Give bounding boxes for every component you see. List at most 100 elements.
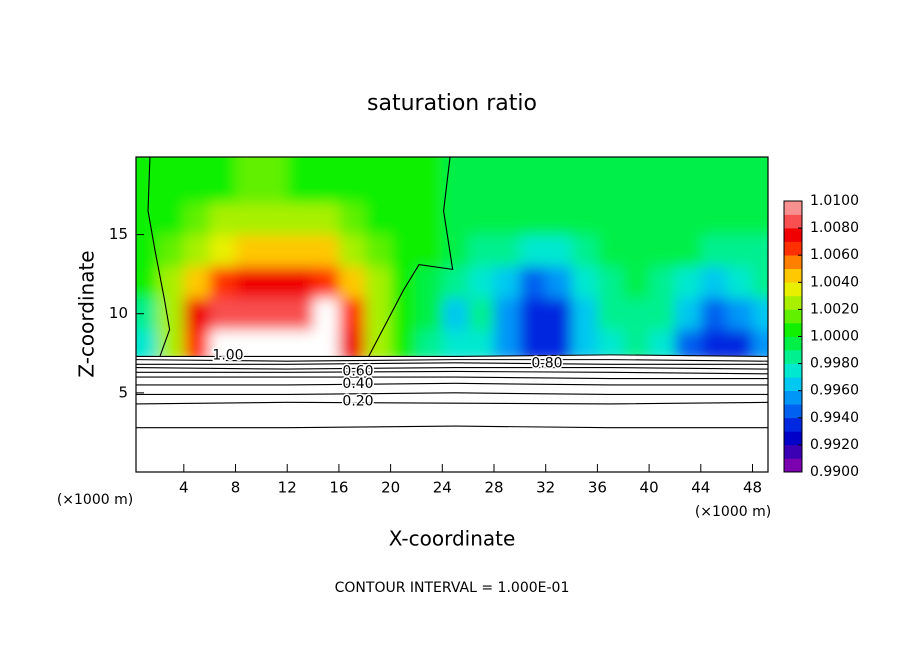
field-cell (571, 202, 598, 236)
field-cell (364, 234, 392, 267)
field-cell (157, 157, 185, 204)
field-cell (390, 202, 417, 236)
field-cell (416, 202, 443, 236)
field-cell (545, 202, 573, 236)
plot-frame (135, 156, 769, 473)
field-cell (235, 157, 262, 204)
field-cell (338, 234, 366, 267)
contour-line (136, 382, 768, 386)
x-tick-label: 12 (278, 479, 297, 497)
field-cell (494, 202, 521, 236)
x-tick-label: 16 (329, 479, 348, 497)
field-cell (597, 297, 624, 331)
x-tick-label: 4 (179, 479, 189, 497)
colorbar-label: 1.0060 (810, 247, 859, 263)
contour-line (136, 370, 768, 375)
field-cell (468, 234, 495, 267)
field-cell (726, 202, 753, 236)
colorbar-label: 1.0100 (810, 193, 859, 209)
field-cell (136, 329, 159, 362)
contour-line (136, 362, 768, 365)
field-cell (442, 234, 469, 267)
field-cell (364, 297, 392, 331)
field-cell (313, 202, 340, 236)
colorbar-label: 0.9980 (810, 356, 859, 372)
field-cell (623, 266, 650, 299)
colorbar-label: 1.0000 (810, 329, 859, 345)
field-cell (209, 297, 237, 331)
field-cell (338, 202, 366, 236)
field-cell (545, 157, 573, 204)
field-cell (571, 297, 598, 331)
x-tick-label: 48 (743, 479, 762, 497)
field-cell (519, 157, 547, 204)
field-cell (726, 297, 753, 331)
contour-line (136, 425, 768, 429)
field-cell (136, 297, 159, 331)
field-cell (261, 266, 288, 299)
field-cell (416, 297, 443, 331)
footer: CONTOUR INTERVAL = 1.000E-01 (335, 580, 570, 596)
colorbar-label: 1.0040 (810, 274, 859, 290)
field-cell (623, 297, 650, 331)
field-cell (649, 202, 676, 236)
x-tick-label: 24 (433, 479, 452, 497)
field-cell (364, 202, 392, 236)
field-cell (494, 234, 521, 267)
colorbar-band (784, 336, 802, 351)
field-cell (235, 202, 262, 236)
y-tick-label: 10 (109, 304, 128, 322)
colorbar-band (784, 282, 802, 297)
colorbar-label: 1.0020 (810, 301, 859, 317)
field-cell (287, 202, 314, 236)
field-cell (390, 266, 417, 299)
field-cell (623, 202, 650, 236)
field-cell (700, 157, 728, 204)
field (136, 157, 768, 362)
colorbar-band (784, 458, 802, 473)
contour-label: 0.40 (342, 376, 373, 392)
field-cell (416, 266, 443, 299)
field-cell (313, 157, 340, 204)
field-cell (571, 266, 598, 299)
colorbar-band (784, 255, 802, 270)
field-cell (752, 157, 768, 204)
field-cell (364, 157, 392, 204)
field-cell (209, 234, 237, 267)
contour-line (136, 366, 768, 370)
colorbar-band (784, 322, 802, 337)
field-cell (494, 157, 521, 204)
field-cell (157, 234, 185, 267)
contour-label: 0.20 (342, 393, 373, 409)
field-cell (597, 202, 624, 236)
field-cell (726, 157, 753, 204)
field-cell (519, 234, 547, 267)
x-tick-label: 28 (484, 479, 503, 497)
field-cell (313, 297, 340, 331)
field-cell (700, 234, 728, 267)
field-cell (390, 157, 417, 204)
field-cell (209, 266, 237, 299)
colorbar-band (784, 201, 802, 215)
colorbar-band (784, 431, 802, 446)
field-cell (136, 157, 159, 204)
contour-line (136, 359, 768, 362)
contour-line (136, 354, 768, 357)
field-cell (261, 234, 288, 267)
field-cell (649, 266, 676, 299)
contour-lines (136, 157, 768, 472)
contour-line (147, 157, 171, 357)
colorbar-band (784, 363, 802, 378)
field-cell (287, 266, 314, 299)
field-cell (183, 297, 211, 331)
field-cell (519, 266, 547, 299)
colorbar-label: 0.9960 (810, 383, 859, 399)
colorbar-band (784, 241, 802, 256)
field-cell (136, 266, 159, 299)
field-cell (571, 234, 598, 267)
field-cell (157, 202, 185, 236)
field-cell (136, 234, 159, 267)
colorbar-band (784, 404, 802, 419)
